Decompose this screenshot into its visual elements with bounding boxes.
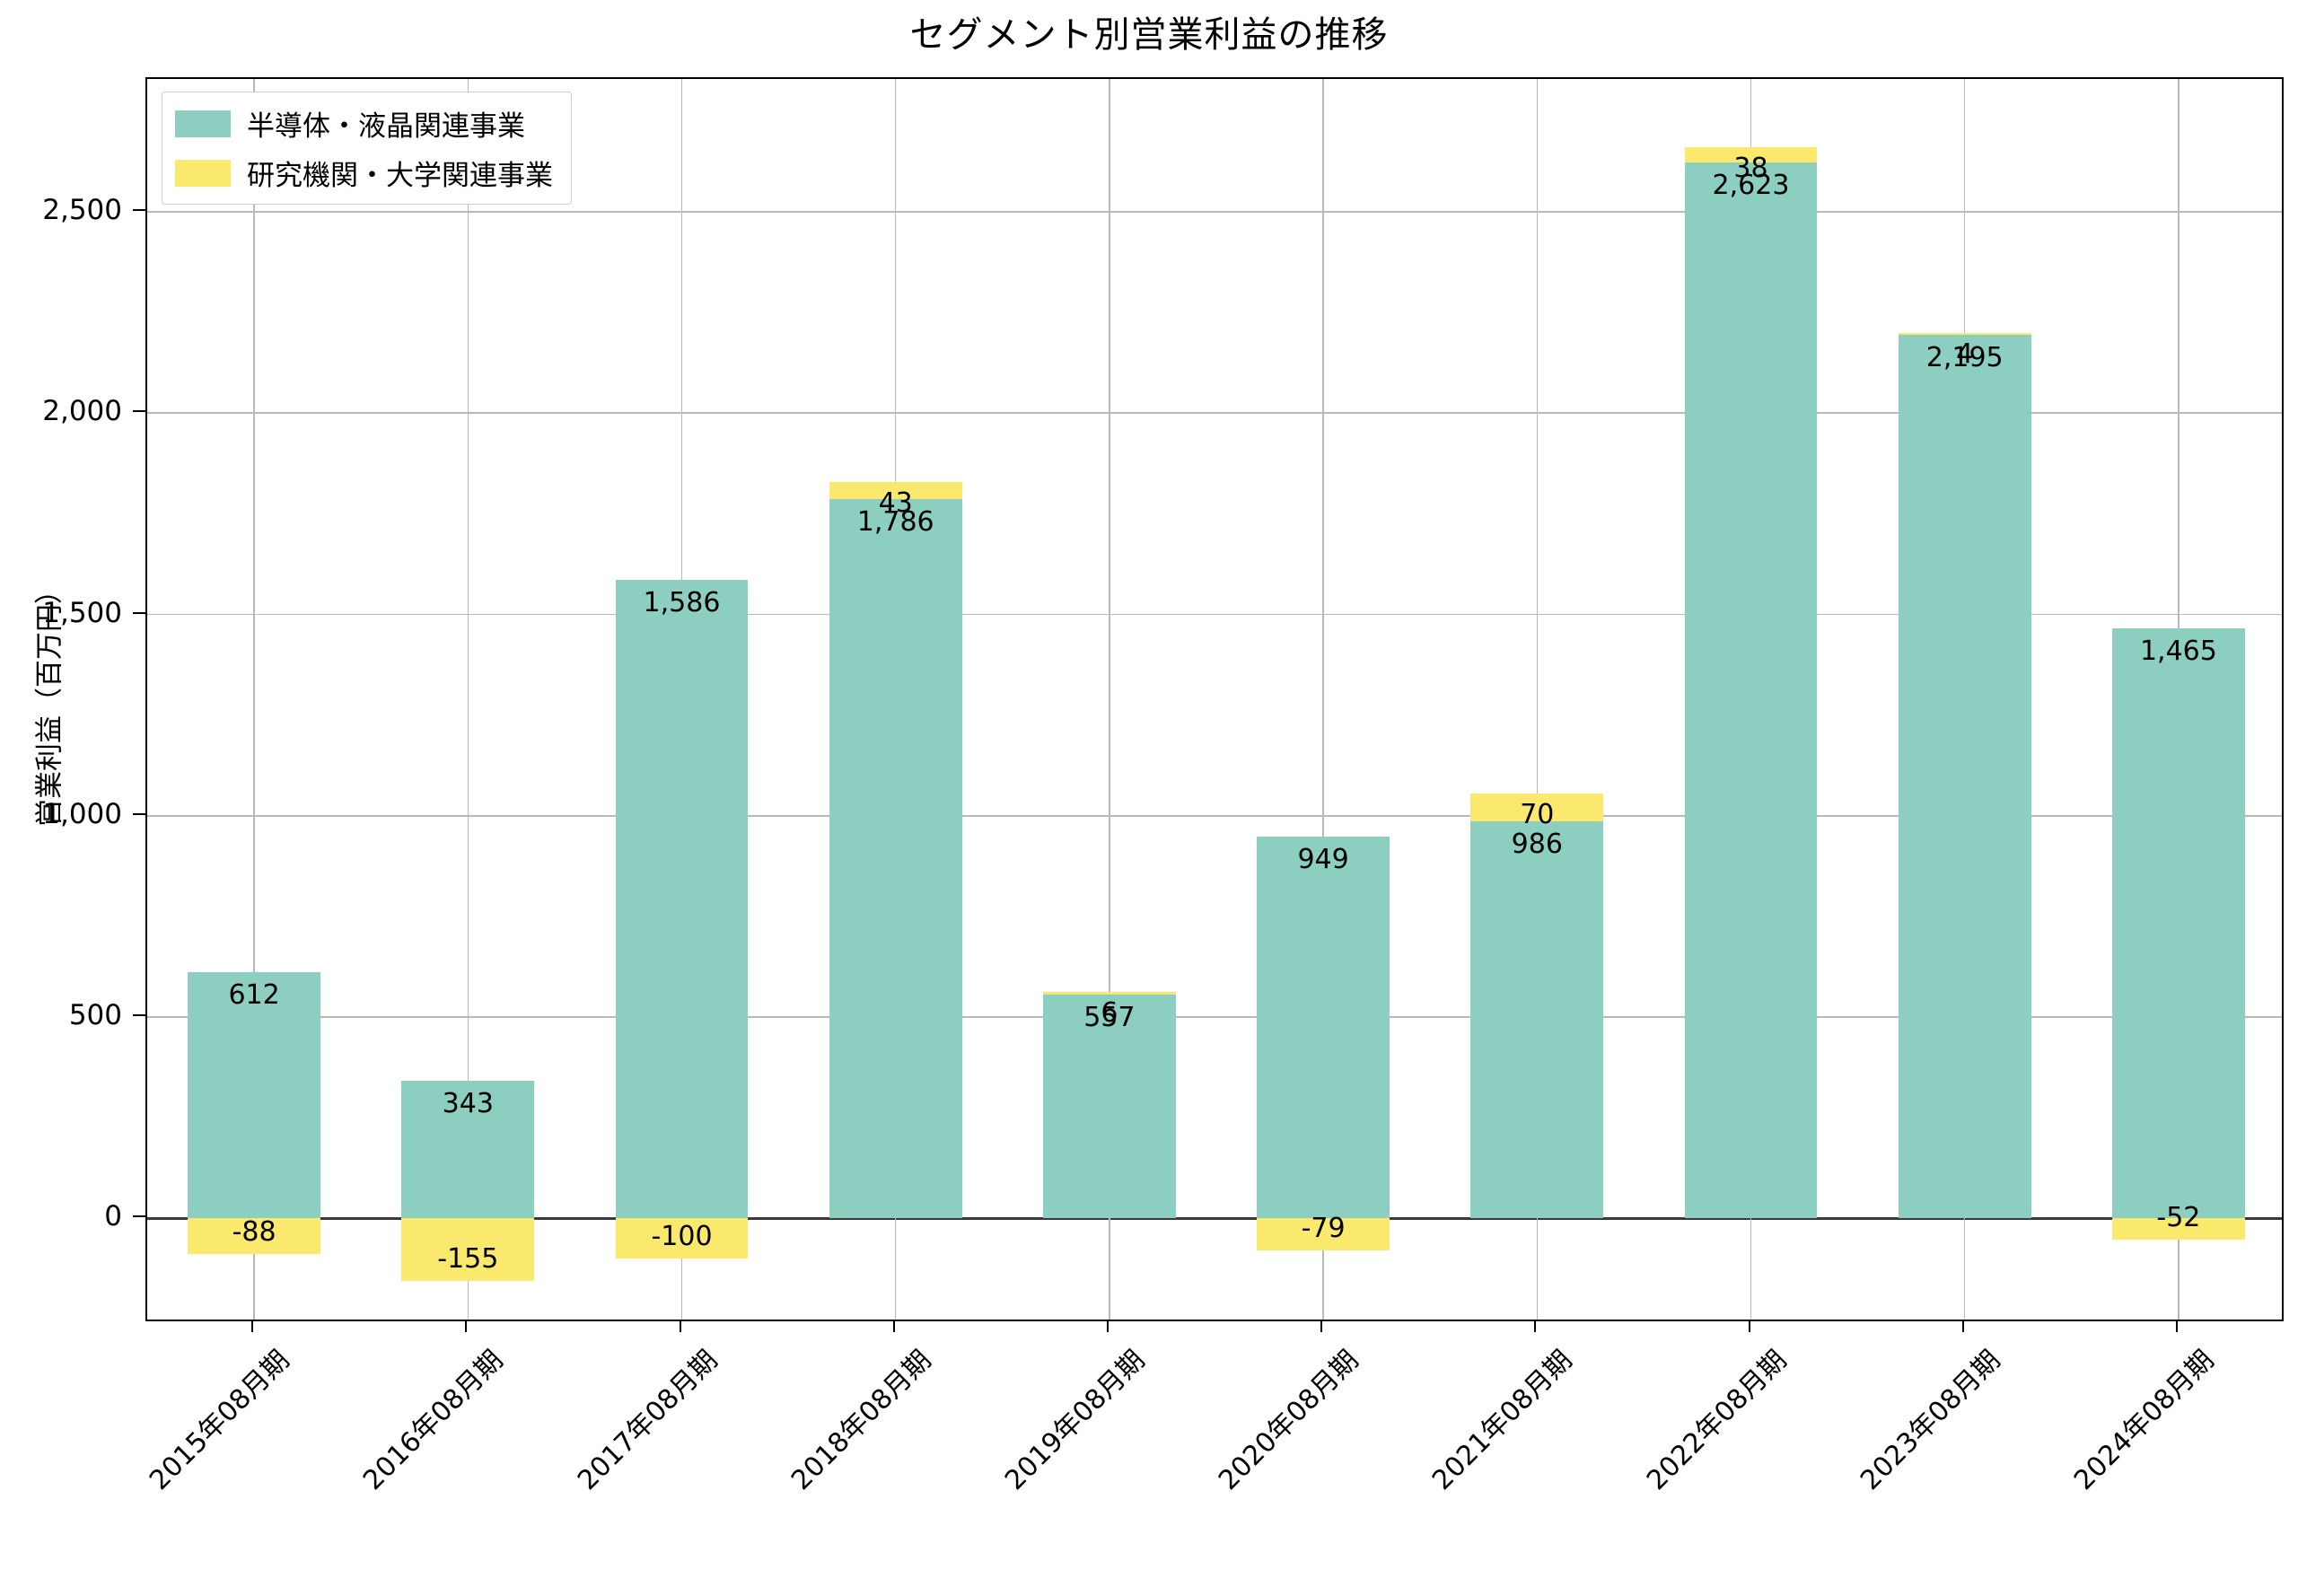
legend-label: 半導体・液晶関連事業 (247, 110, 525, 143)
bar-value-label-semiconductor: 2,195 (1925, 341, 2004, 373)
bar-value-label-research: -79 (1301, 1212, 1346, 1244)
gridline-vertical (1109, 79, 1110, 1320)
legend-item[interactable]: 研究機関・大学関連事業 (175, 153, 553, 193)
bar-segment-research[interactable] (2112, 1218, 2245, 1240)
x-axis-tick-mark (1534, 1321, 1537, 1332)
bar-segment-semiconductor[interactable] (829, 499, 962, 1219)
y-axis-tick-mark (133, 1014, 145, 1017)
bar-segment-research[interactable] (615, 1218, 749, 1259)
bar-segment-semiconductor[interactable] (401, 1080, 535, 1219)
bar-segment-research[interactable] (1257, 1218, 1390, 1250)
gridline-vertical (1536, 79, 1539, 1320)
x-axis-tick-label: 2020年08月期 (1213, 1344, 1365, 1497)
bar-value-label-semiconductor: 557 (1083, 1001, 1136, 1033)
y-axis-tick-mark (133, 209, 145, 212)
gridline-vertical (253, 79, 255, 1320)
bar-value-label-research: 6 (1101, 996, 1118, 1029)
x-axis-tick-label: 2024年08月期 (2067, 1344, 2221, 1497)
bar-segment-research[interactable] (1043, 991, 1176, 995)
y-axis-tick-mark (133, 1215, 145, 1218)
x-axis-tick-label: 2019年08月期 (998, 1344, 1152, 1497)
gridline-horizontal (147, 1217, 2282, 1220)
chart-legend: 半導体・液晶関連事業 研究機関・大学関連事業 (162, 92, 572, 205)
x-axis-tick-label: 2017年08月期 (571, 1344, 724, 1497)
bar-segment-research[interactable] (401, 1218, 535, 1281)
gridline-horizontal (147, 1016, 2282, 1018)
gridline-horizontal (147, 815, 2282, 817)
bar-value-label-semiconductor: 1,786 (856, 506, 934, 539)
bar-value-label-research: -100 (651, 1221, 713, 1253)
bar-segment-semiconductor[interactable] (1898, 334, 2031, 1219)
chart-root: セグメント別営業利益の推移 612 -88 343 -155 1,586 -100 1,78… (27, 14, 2284, 1496)
x-axis-tick-mark (1748, 1321, 1750, 1332)
x-axis-tick-mark (1320, 1321, 1323, 1332)
bar-segment-research[interactable] (1684, 146, 1818, 162)
y-axis-tick-mark (133, 611, 145, 614)
plot-inner: 612 -88 343 -155 1,586 -100 1,786 43 557 6 949 -79 9… (147, 79, 2282, 1320)
bar-segment-research[interactable] (1470, 793, 1604, 822)
chart-title: セグメント別営業利益の推移 (909, 14, 1389, 56)
legend-swatch-icon (175, 110, 231, 137)
bar-value-label-semiconductor: 343 (442, 1087, 494, 1119)
bar-segment-research[interactable] (188, 1218, 320, 1254)
plot-area: 612 -88 343 -155 1,586 -100 1,786 43 557 6 949 -79 9… (145, 77, 2284, 1321)
gridline-vertical (467, 79, 469, 1320)
bar-value-label-semiconductor: 1,586 (643, 586, 721, 618)
legend-label: 研究機関・大学関連事業 (247, 160, 553, 192)
bar-segment-semiconductor[interactable] (1257, 836, 1390, 1219)
x-axis-tick-mark (2175, 1321, 2178, 1332)
x-axis-tick-label: 2015年08月期 (144, 1344, 296, 1497)
bar-value-label-research: 43 (878, 487, 913, 519)
bar-value-label-research: 38 (1733, 152, 1768, 184)
x-axis-tick-mark (465, 1321, 468, 1332)
bar-value-label-research: 4 (1956, 338, 1974, 371)
bar-segment-semiconductor[interactable] (1684, 162, 1818, 1219)
gridline-horizontal (147, 211, 2282, 213)
y-axis-tick-label: 1,000 (42, 797, 122, 830)
bar-segment-semiconductor[interactable] (1470, 821, 1604, 1219)
x-axis-tick-label: 2018年08月期 (785, 1344, 938, 1497)
bar-value-label-semiconductor: 949 (1297, 843, 1349, 875)
x-axis-tick-mark (892, 1321, 895, 1332)
y-axis-tick-label: 500 (68, 999, 122, 1032)
gridline-horizontal (147, 613, 2282, 616)
x-axis-tick-mark (1106, 1321, 1109, 1332)
bar-segment-semiconductor[interactable] (615, 579, 749, 1219)
bar-value-label-research: -155 (437, 1242, 499, 1275)
gridline-vertical (1322, 79, 1324, 1320)
y-axis-title-text: 営業利益（百万円） (33, 576, 66, 827)
bar-segment-semiconductor[interactable] (188, 971, 320, 1219)
bar-value-label-semiconductor: 612 (228, 978, 280, 1011)
bar-segment-semiconductor[interactable] (2112, 628, 2245, 1219)
y-axis-tick-mark (133, 410, 145, 413)
x-axis-tick-label: 2016年08月期 (357, 1344, 510, 1497)
y-axis-title: 営業利益（百万円） (27, 298, 67, 1106)
legend-item[interactable]: 半導体・液晶関連事業 (175, 103, 553, 144)
bar-value-label-research: -52 (2156, 1201, 2201, 1233)
x-axis-tick-mark (251, 1321, 254, 1332)
bar-segment-research[interactable] (829, 481, 962, 500)
y-axis-tick-label: 0 (104, 1200, 122, 1233)
bar-value-label-semiconductor: 2,623 (1712, 169, 1790, 201)
bar-value-label-research: -88 (232, 1215, 276, 1248)
bar-segment-semiconductor[interactable] (1043, 994, 1176, 1219)
x-axis-tick-label: 2022年08月期 (1640, 1344, 1793, 1497)
x-axis-tick-label: 2023年08月期 (1854, 1344, 2007, 1497)
y-axis-tick-label: 1,500 (42, 596, 122, 629)
bar-value-label-semiconductor: 1,465 (2139, 636, 2217, 668)
legend-swatch-icon (175, 159, 231, 187)
y-axis-tick-mark (133, 812, 145, 815)
y-axis-tick-label: 2,000 (42, 395, 122, 428)
x-axis-tick-mark (679, 1321, 681, 1332)
gridline-horizontal (147, 412, 2282, 415)
x-axis-tick-mark (1961, 1321, 1964, 1332)
bar-segment-research[interactable] (1898, 333, 2031, 336)
bar-value-label-semiconductor: 986 (1511, 829, 1563, 861)
y-axis-tick-label: 2,500 (42, 194, 122, 227)
bar-value-label-research: 70 (1520, 798, 1555, 830)
x-axis-tick-label: 2021年08月期 (1426, 1344, 1579, 1497)
